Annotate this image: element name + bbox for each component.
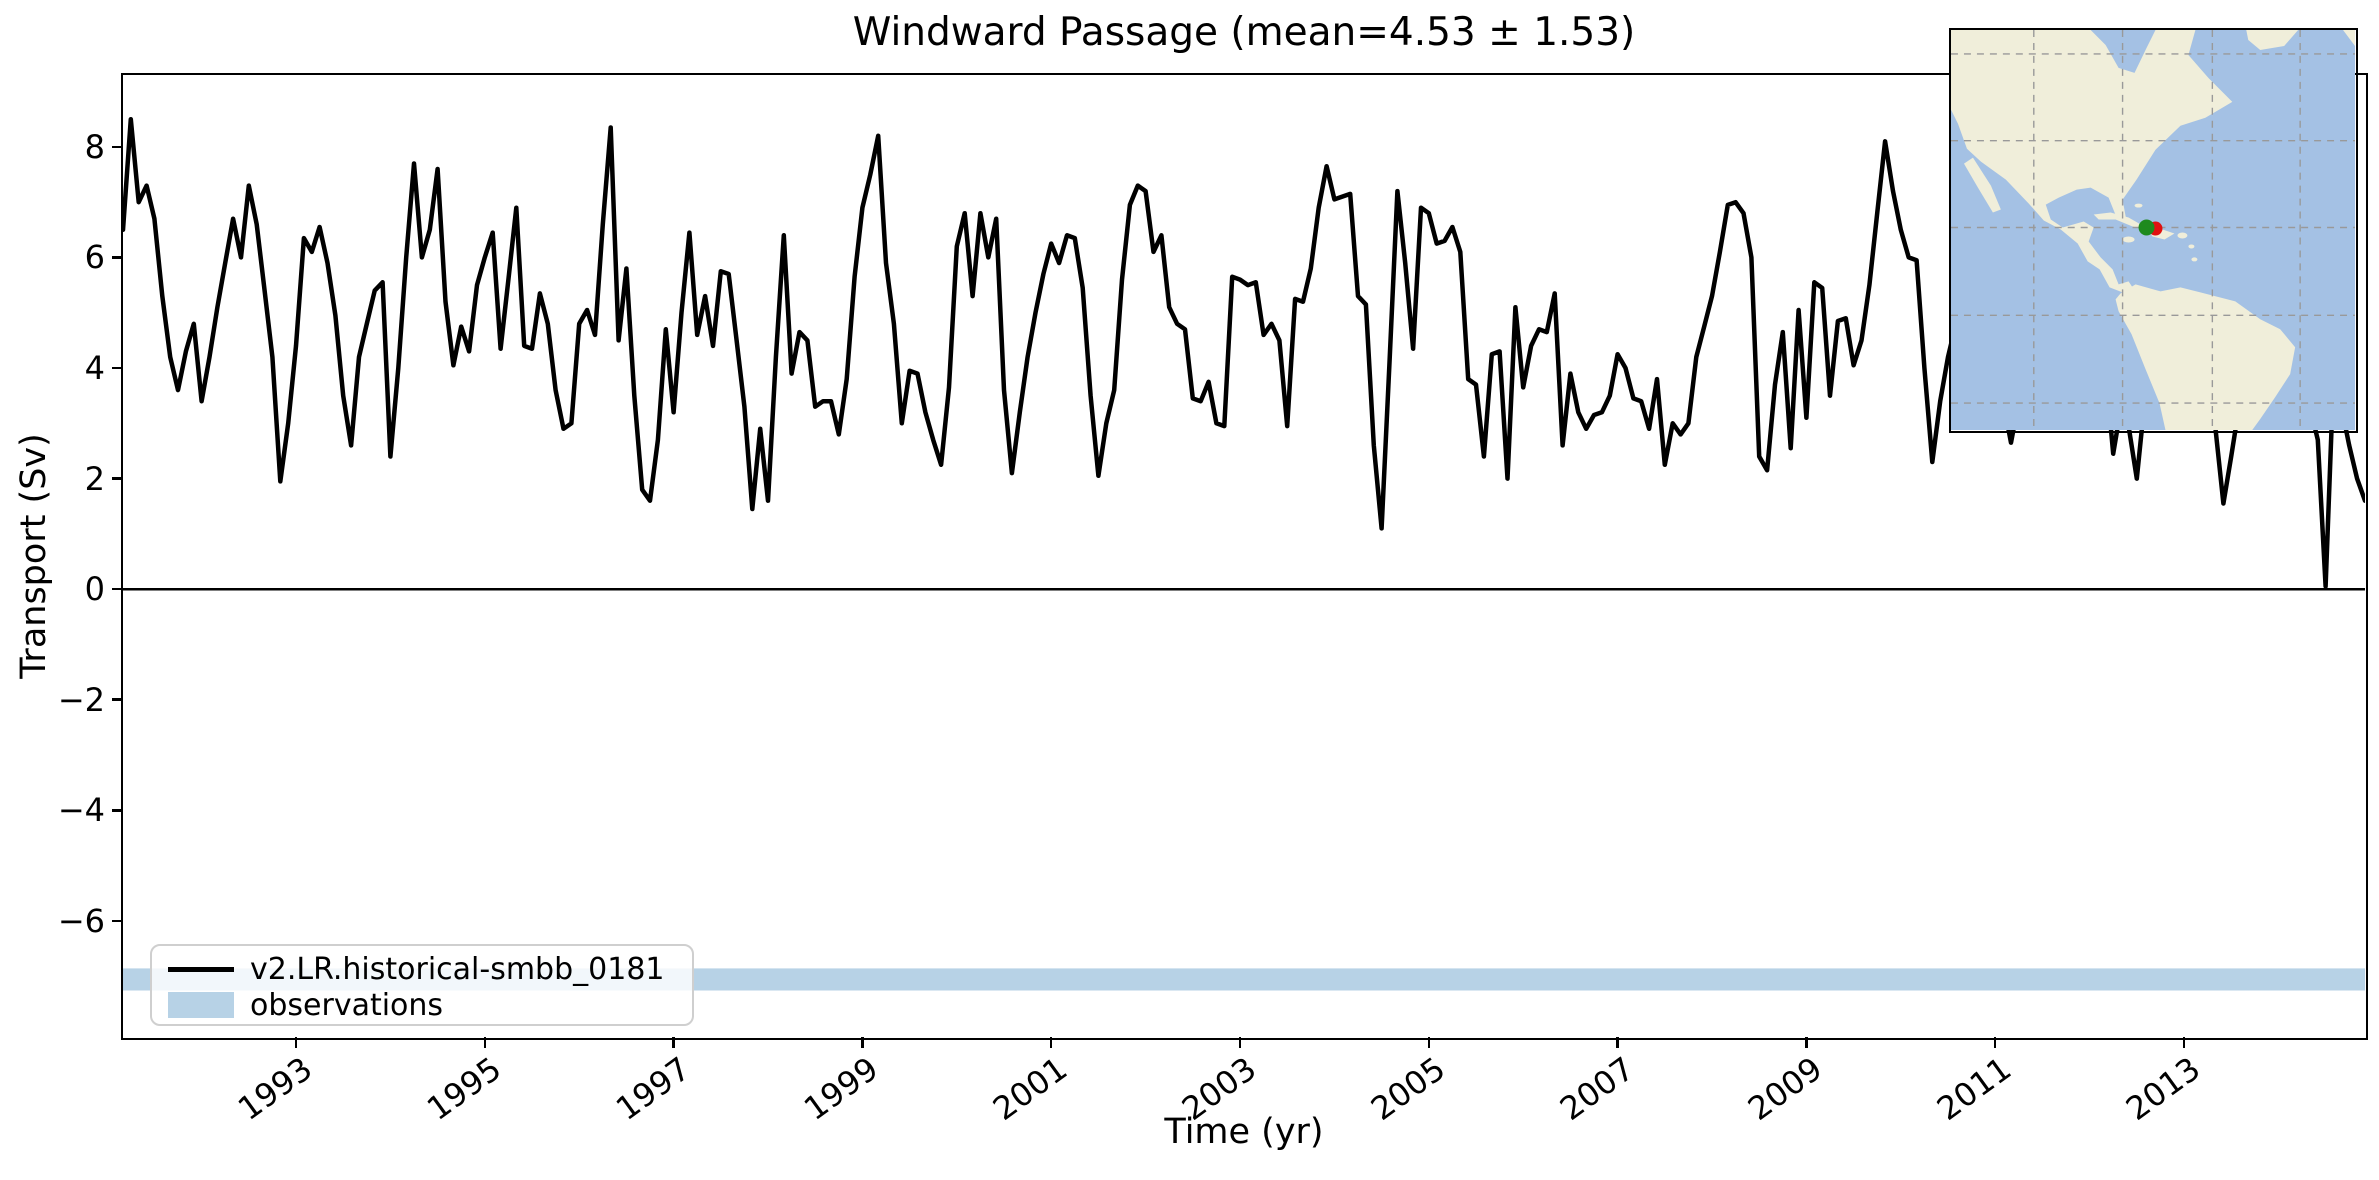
map-island-cuba (2093, 212, 2147, 230)
y-tick-mark (112, 366, 123, 370)
map-land-north-america (1950, 29, 2232, 292)
map-island-bahamas (2134, 203, 2143, 208)
y-tick-label: −6 (57, 901, 105, 940)
x-axis-label: Time (yr) (1164, 1112, 1324, 1152)
map-land-south-america (2115, 283, 2295, 430)
map-land-greenland (2245, 29, 2298, 50)
legend-item-model: v2.LR.historical-smbb_0181 (168, 951, 665, 987)
y-tick-label: 6 (84, 238, 105, 277)
map-island-puertorico (2176, 231, 2187, 238)
x-tick-mark (483, 1037, 487, 1048)
map-gridlines (1950, 29, 2355, 430)
map-island-antilles-2 (2190, 256, 2197, 261)
x-tick-mark (1049, 1037, 1053, 1048)
y-tick-label: 4 (84, 349, 105, 388)
map-island-jamaica (2122, 235, 2135, 242)
y-tick-mark (112, 145, 123, 149)
x-tick-mark (672, 1037, 675, 1048)
y-tick-mark (112, 809, 123, 812)
legend: v2.LR.historical-smbb_0181 observations (150, 944, 694, 1026)
x-tick-mark (1993, 1037, 1997, 1048)
x-tick-mark (1805, 1037, 1808, 1048)
x-tick-mark (294, 1037, 298, 1048)
legend-label-model: v2.LR.historical-smbb_0181 (250, 951, 665, 987)
location-inset-map (1948, 27, 2358, 433)
model-marker-green (2138, 219, 2154, 235)
y-tick-label: −4 (57, 791, 105, 830)
y-tick-label: 2 (84, 459, 105, 498)
x-tick-mark (1427, 1037, 1431, 1048)
legend-patch-swatch (168, 992, 234, 1018)
y-tick-label: 8 (84, 127, 105, 166)
map-land-baja (1963, 157, 2001, 213)
x-tick-mark (1238, 1037, 1242, 1048)
y-tick-mark (112, 919, 123, 923)
y-tick-mark (112, 587, 123, 591)
y-tick-mark (112, 256, 123, 259)
legend-label-observations: observations (250, 987, 444, 1023)
x-tick-mark (2182, 1037, 2186, 1048)
x-tick-mark (861, 1037, 864, 1048)
chart-title: Windward Passage (mean=4.53 ± 1.53) (852, 10, 1636, 55)
map-land-ne-corner (2342, 29, 2355, 46)
legend-line-swatch (168, 966, 234, 972)
inset-map-canvas (1950, 29, 2355, 430)
y-tick-mark (112, 698, 123, 701)
y-tick-label: 0 (84, 570, 105, 609)
x-tick-mark (1616, 1037, 1619, 1048)
y-tick-label: −2 (57, 680, 105, 719)
y-tick-mark (112, 477, 123, 480)
legend-item-observations: observations (168, 987, 444, 1023)
map-island-antilles-1 (2187, 243, 2194, 248)
